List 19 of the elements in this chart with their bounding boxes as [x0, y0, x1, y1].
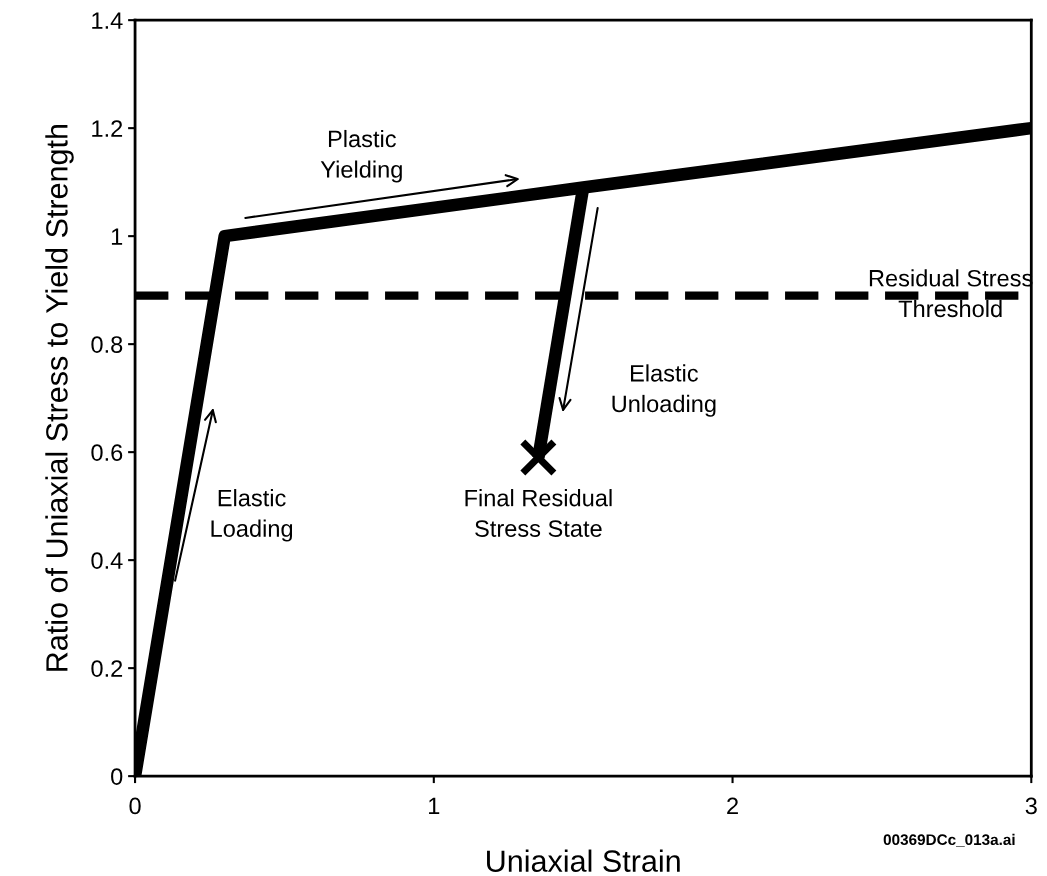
annotation: Elastic Unloading — [612, 364, 716, 417]
y-tick-label: 1 — [111, 228, 123, 245]
x-tick-label: 3 — [1025, 797, 1037, 815]
y-tick-label: 0.8 — [91, 336, 123, 353]
y-tick-label: 0.4 — [91, 552, 123, 569]
x-tick-label: 0 — [129, 797, 141, 815]
text: 00369DCc_013a.ai — [883, 833, 1015, 847]
x-tick-label: 2 — [727, 797, 738, 815]
x-axis-title: Uniaxial Strain — [487, 849, 680, 872]
y-axis-title: Ratio of Uniaxial Stress to Yield Strength — [45, 124, 74, 671]
y-tick-label: 1.4 — [92, 12, 123, 29]
annotation: Final Residual Stress State — [465, 489, 612, 537]
y-tick-label: 0.6 — [91, 444, 123, 461]
annotation: Elastic Loading — [211, 489, 293, 542]
y-tick-label: 0.2 — [91, 660, 123, 677]
x-tick-label: 1 — [429, 797, 440, 815]
y-tick-label: 0 — [111, 768, 123, 785]
annotation: Plastic Yielding — [320, 129, 402, 183]
y-tick-label: 1.2 — [92, 120, 123, 137]
